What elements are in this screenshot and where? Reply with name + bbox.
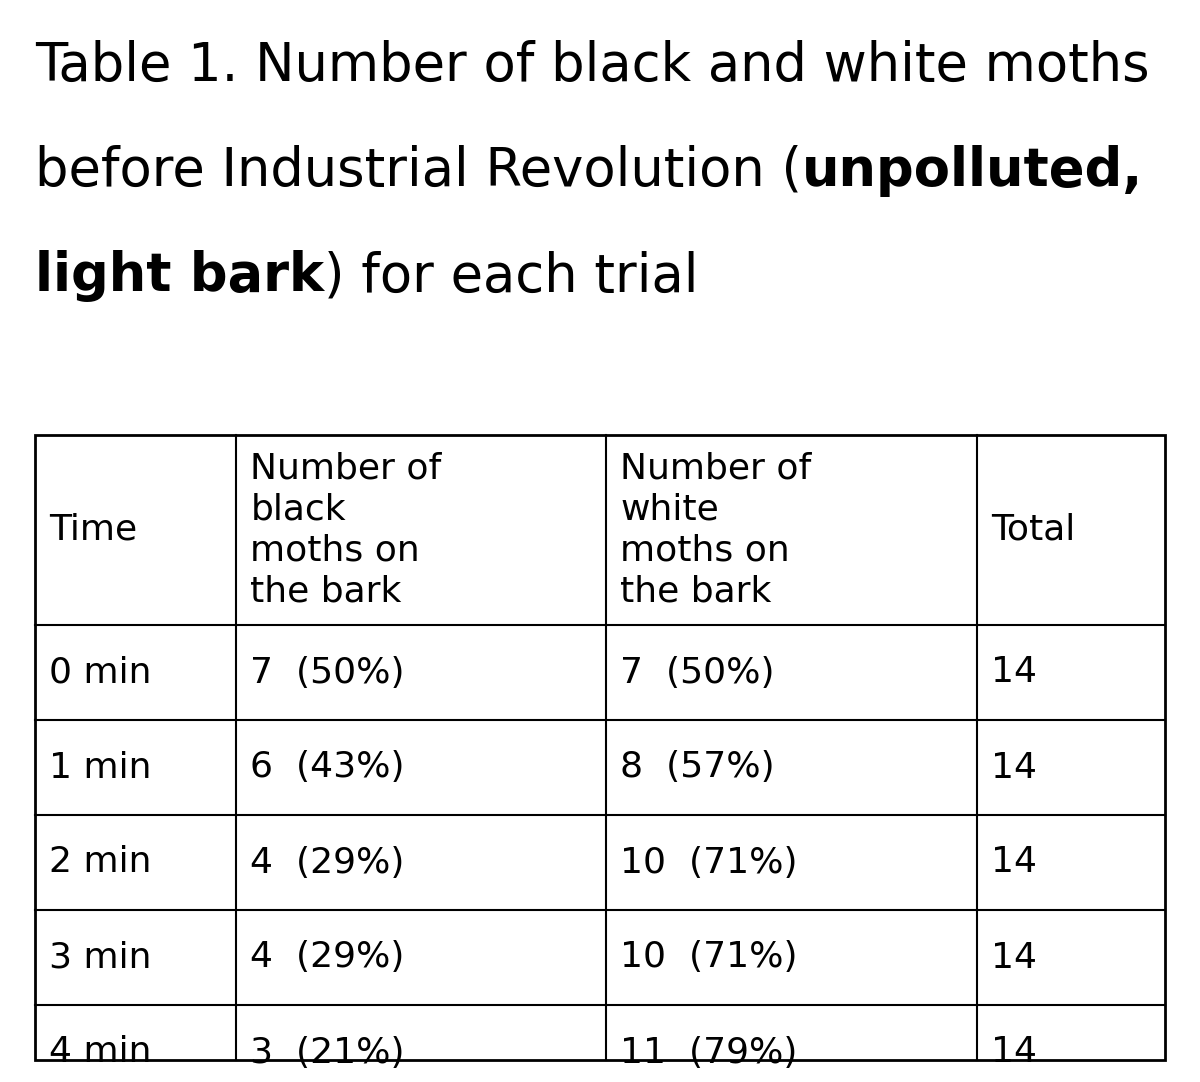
Text: 2 min: 2 min — [49, 845, 151, 880]
Text: 14: 14 — [991, 845, 1037, 880]
Text: 4 min: 4 min — [49, 1035, 151, 1069]
Text: 4  (29%): 4 (29%) — [251, 845, 404, 880]
Text: Number of
white
moths on
the bark: Number of white moths on the bark — [620, 452, 811, 608]
Text: 8  (57%): 8 (57%) — [620, 751, 775, 784]
Text: 0 min: 0 min — [49, 656, 151, 689]
Text: 10  (71%): 10 (71%) — [620, 940, 798, 975]
Text: 7  (50%): 7 (50%) — [620, 656, 775, 689]
Text: 10  (71%): 10 (71%) — [620, 845, 798, 880]
Text: 3 min: 3 min — [49, 940, 151, 975]
Text: 14: 14 — [991, 751, 1037, 784]
Text: 14: 14 — [991, 1035, 1037, 1069]
Text: unpolluted,: unpolluted, — [802, 145, 1144, 197]
Text: 3  (21%): 3 (21%) — [251, 1035, 404, 1069]
Text: Table 1. Number of black and white moths: Table 1. Number of black and white moths — [35, 40, 1150, 92]
Text: 6  (43%): 6 (43%) — [251, 751, 404, 784]
Text: Total: Total — [991, 513, 1075, 547]
Text: 14: 14 — [991, 940, 1037, 975]
Text: 14: 14 — [991, 656, 1037, 689]
Text: 11  (79%): 11 (79%) — [620, 1035, 798, 1069]
Text: 1 min: 1 min — [49, 751, 151, 784]
Text: before Industrial Revolution (: before Industrial Revolution ( — [35, 145, 802, 197]
Text: Time: Time — [49, 513, 137, 547]
Text: 4  (29%): 4 (29%) — [251, 940, 404, 975]
Text: Number of
black
moths on
the bark: Number of black moths on the bark — [251, 452, 442, 608]
Text: light bark: light bark — [35, 250, 324, 302]
Bar — [35, 435, 1165, 1060]
Text: ) for each trial: ) for each trial — [324, 250, 698, 302]
Text: 7  (50%): 7 (50%) — [251, 656, 404, 689]
